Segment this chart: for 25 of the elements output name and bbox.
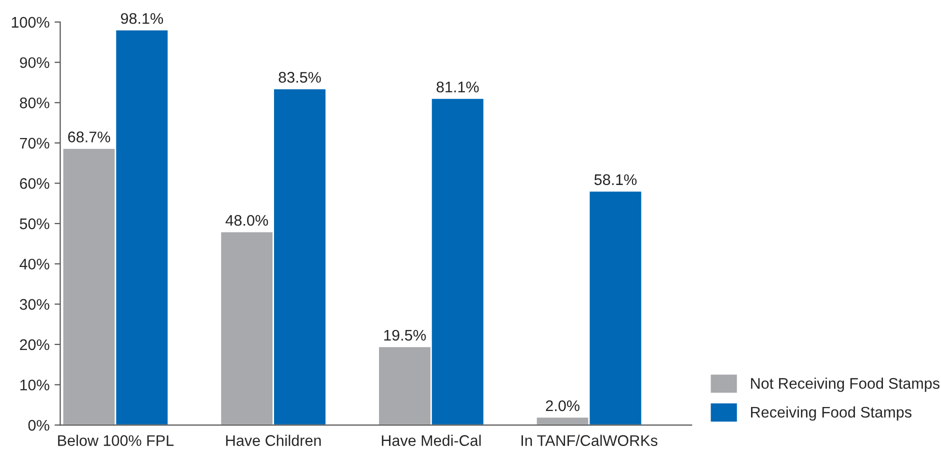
legend-label: Not Receiving Food Stamps	[751, 378, 940, 392]
data-label: 58.1%	[594, 174, 637, 186]
data-label: 98.1%	[120, 13, 164, 24]
data-label: 48.0%	[226, 214, 268, 226]
y-tick-label: 0%	[28, 420, 50, 431]
y-tick-label: 70%	[20, 138, 50, 149]
x-tick-label: Have Children	[226, 434, 321, 446]
y-tick-label: 50%	[20, 218, 50, 230]
x-tick-label: Below 100% FPL	[58, 434, 174, 446]
data-label: 81.1%	[436, 82, 479, 92]
y-tick-label: 100%	[12, 16, 50, 28]
y-tick-label: 20%	[20, 339, 50, 350]
y-tick-label: 40%	[20, 258, 50, 270]
y-tick-label: 90%	[20, 57, 50, 68]
y-tick-label: 10%	[20, 380, 50, 390]
y-tick-label: 30%	[20, 299, 50, 310]
legend-label: Receiving Food Stamps	[751, 406, 912, 421]
data-label: 68.7%	[68, 132, 110, 142]
y-tick-label: 60%	[20, 178, 50, 189]
data-label: 83.5%	[278, 72, 321, 83]
data-label: 2.0%	[546, 400, 580, 412]
data-label: 19.5%	[384, 330, 426, 341]
x-tick-label: In TANF/CalWORKs	[522, 434, 658, 446]
y-tick-label: 80%	[20, 98, 50, 108]
x-tick-label: Have Medi-Cal	[382, 434, 481, 446]
